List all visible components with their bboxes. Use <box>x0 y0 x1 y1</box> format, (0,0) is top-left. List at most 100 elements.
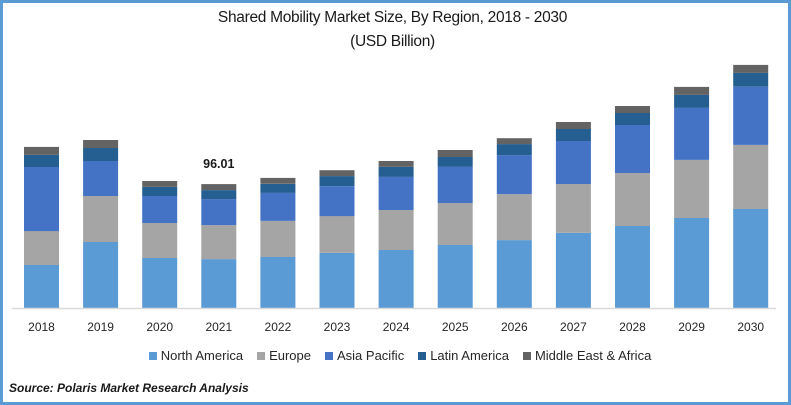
bar-2018-middle-east-africa <box>24 146 59 155</box>
bar-2025-europe <box>437 203 473 245</box>
bar-2020-north-america <box>142 258 178 308</box>
bar-2018-latin-america <box>24 155 59 167</box>
bar-2020-latin-america <box>142 187 178 196</box>
stacked-bar-chart: 2018 2019 2020 2021 2022 2023 2024 2025 2026 2027… <box>12 64 776 334</box>
bar-2029-latin-america <box>674 94 710 108</box>
legend-swatch <box>522 351 531 360</box>
bar-2030-asia-pacific <box>733 86 769 145</box>
x-tick-label: 2018 <box>28 320 55 334</box>
bar-2030-middle-east-africa <box>733 64 769 73</box>
bar-2026-latin-america <box>496 144 532 156</box>
bar-2027-middle-east-africa <box>555 122 591 129</box>
bar-2022-middle-east-africa <box>260 177 296 184</box>
x-tick-label: 2021 <box>205 320 232 334</box>
x-tick-label: 2026 <box>501 320 528 334</box>
bar-2022-europe <box>260 221 296 257</box>
bar-2021-latin-america <box>201 190 237 200</box>
bar-2019-europe <box>83 196 119 242</box>
x-tick-label: 2023 <box>324 320 351 334</box>
bar-2023-asia-pacific <box>319 186 355 217</box>
bar-2020-europe <box>142 223 178 258</box>
legend-label: North America <box>160 348 244 363</box>
x-tick-label: 2024 <box>383 320 410 334</box>
bar-2022-north-america <box>260 257 296 308</box>
bar-2024-latin-america <box>378 167 414 177</box>
bar-2027-latin-america <box>555 129 591 141</box>
bar-2022-latin-america <box>260 183 296 193</box>
bar-2025-middle-east-africa <box>437 150 473 157</box>
bar-2028-north-america <box>615 226 650 308</box>
data-label-2021: 96.01 <box>203 157 234 171</box>
bar-2018-north-america <box>24 265 59 308</box>
bar-2024-middle-east-africa <box>378 161 414 167</box>
legend-label: Latin America <box>430 348 509 363</box>
legend-item-north-america: North America <box>148 348 244 363</box>
x-tick-label: 2029 <box>678 320 705 334</box>
data-labels: 96.01 <box>203 157 234 171</box>
bar-2028-latin-america <box>615 113 650 125</box>
bar-2019-latin-america <box>83 148 119 161</box>
chart-subtitle: (USD Billion) <box>350 33 435 50</box>
bar-2024-north-america <box>378 250 414 308</box>
bar-2020-middle-east-africa <box>142 181 178 187</box>
legend: North America Europe Asia Pacific Latin Ame… <box>140 348 660 363</box>
legend-swatch <box>325 351 333 360</box>
legend-swatch <box>418 351 427 360</box>
bar-2025-latin-america <box>437 157 473 167</box>
bar-2021-europe <box>201 225 237 260</box>
bar-2029-north-america <box>674 218 710 308</box>
bar-2024-asia-pacific <box>378 176 414 210</box>
bar-2023-middle-east-africa <box>319 170 355 177</box>
x-tick-label: 2022 <box>265 320 292 334</box>
bar-2030-europe <box>733 144 769 209</box>
bar-2021-north-america <box>201 259 237 308</box>
x-tick-label: 2025 <box>442 320 469 334</box>
x-tick-label: 2030 <box>737 320 764 334</box>
bar-2023-north-america <box>319 253 355 308</box>
bar-2028-middle-east-africa <box>615 106 650 113</box>
bar-2027-north-america <box>555 233 591 308</box>
legend-item-europe: Europe <box>257 348 311 363</box>
bar-2019-asia-pacific <box>83 161 119 196</box>
bar-2029-europe <box>674 160 710 218</box>
bar-2020-asia-pacific <box>142 196 178 223</box>
bar-2023-latin-america <box>319 176 355 186</box>
bar-2027-europe <box>555 184 591 233</box>
bar-2025-north-america <box>437 245 473 308</box>
bar-2029-asia-pacific <box>674 107 710 160</box>
x-tick-labels: 2018 2019 2020 2021 2022 2023 2024 2025 2026 2027… <box>28 320 764 334</box>
bar-2018-europe <box>24 231 59 265</box>
bar-2025-asia-pacific <box>437 167 473 203</box>
legend-item-asia-pacific: Asia Pacific <box>325 348 404 363</box>
bar-2030-north-america <box>733 208 769 308</box>
bar-2018-asia-pacific <box>24 167 59 232</box>
chart-title: Shared Mobility Market Size, By Region, … <box>217 9 568 26</box>
bar-2029-middle-east-africa <box>674 86 710 95</box>
bar-2026-north-america <box>496 240 532 308</box>
legend-swatch <box>148 351 157 360</box>
bar-2019-north-america <box>83 242 119 308</box>
bar-2030-latin-america <box>733 72 769 87</box>
x-tick-label: 2020 <box>146 320 173 334</box>
bar-2021-middle-east-africa <box>201 184 237 190</box>
bars-group <box>24 64 769 308</box>
x-tick-label: 2027 <box>560 320 587 334</box>
source-note: Source: Polaris Market Research Analysis <box>9 381 249 395</box>
bar-2023-europe <box>319 216 355 253</box>
bar-2026-middle-east-africa <box>496 138 532 145</box>
bar-2027-asia-pacific <box>555 141 591 184</box>
legend-label: Middle East & Africa <box>534 348 652 363</box>
x-tick-label: 2019 <box>87 320 114 334</box>
legend-label: Europe <box>269 348 311 363</box>
x-tick-label: 2028 <box>619 320 646 334</box>
bar-2028-europe <box>615 173 650 226</box>
bar-2019-middle-east-africa <box>83 140 119 148</box>
legend-label: Asia Pacific <box>337 348 405 363</box>
legend-item-middle-east-africa: Middle East & Africa <box>522 348 652 363</box>
bar-2026-europe <box>496 194 532 241</box>
bar-2022-asia-pacific <box>260 192 296 221</box>
legend-swatch <box>257 351 266 360</box>
legend-item-latin-america: Latin America <box>418 348 509 363</box>
bar-2024-europe <box>378 210 414 250</box>
bar-2026-asia-pacific <box>496 155 532 195</box>
